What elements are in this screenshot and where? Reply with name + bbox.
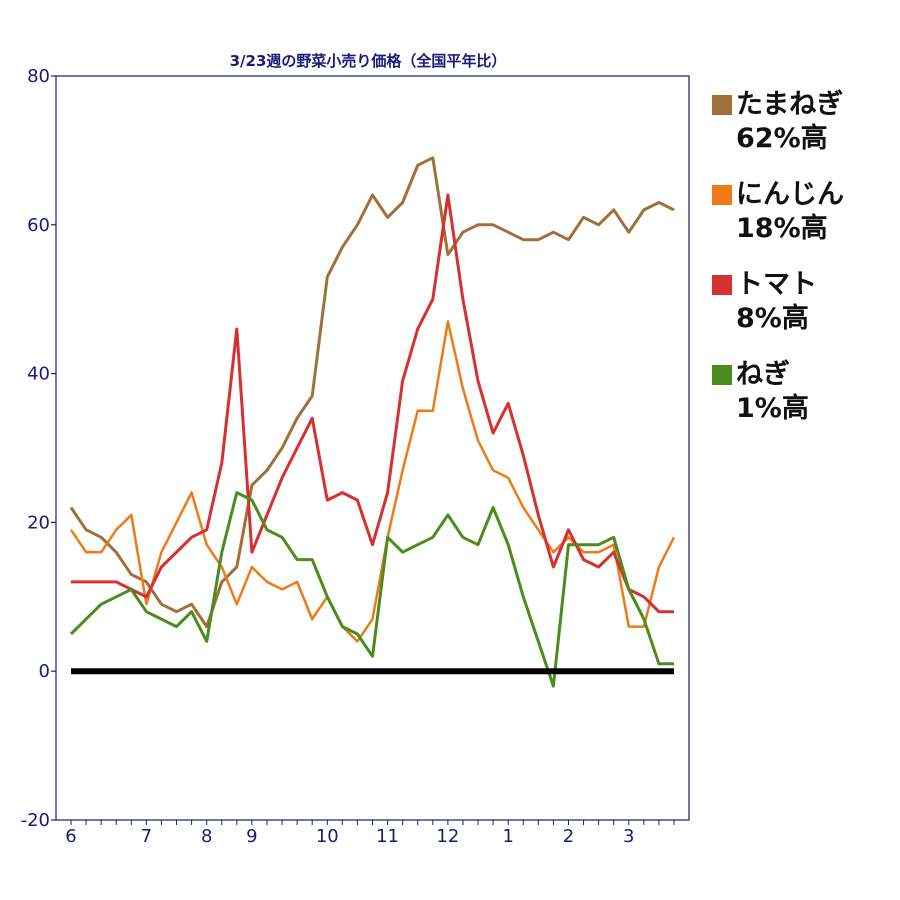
x-tick-label: 6 [65,826,76,847]
legend-note: 18%高 [736,213,828,244]
legend-swatch [712,275,732,295]
x-axis: 6 7 8 9 10 11 12 1 2 3 [65,820,675,847]
legend-swatch [712,95,732,115]
legend-label: トマト [736,269,817,300]
legend-label: たまねぎ [736,89,844,120]
y-tick-label: 40 [27,364,50,385]
legend-note: 62%高 [736,123,828,154]
y-tick-label: 60 [27,215,50,236]
x-tick-label: 2 [563,826,574,847]
y-tick-label: 20 [27,512,50,533]
legend-item-carrot: にんじん 18%高 [712,178,897,246]
legend: たまねぎ 62%高 にんじん 18%高 トマト 8%高 ねぎ 1%高 [712,88,897,448]
x-tick-label: 8 [201,826,212,847]
chart-title: 3/23週の野菜小売り価格（全国平年比） [230,52,507,70]
series-line-トマト [71,193,674,614]
legend-label: ねぎ [736,359,790,390]
y-tick-label: 80 [27,66,50,87]
series-line-にんじん [69,320,676,643]
legend-swatch [712,185,732,205]
legend-note: 1%高 [736,393,809,424]
legend-item-tomato: トマト 8%高 [712,268,897,336]
y-axis: -20 0 20 40 60 80 [21,66,56,831]
legend-note: 8%高 [736,303,809,334]
legend-swatch [712,365,732,385]
x-tick-label: 9 [246,826,257,847]
x-tick-label: 12 [436,826,459,847]
series-line-たまねぎ [69,156,675,629]
y-tick-label: 0 [39,661,50,682]
series-line-ねぎ [69,491,674,688]
x-tick-label: 7 [141,826,152,847]
legend-item-onion: たまねぎ 62%高 [712,88,897,156]
x-tick-label: 10 [316,826,339,847]
plot-frame [55,75,690,821]
x-tick-label: 11 [376,826,399,847]
series-lines [69,156,676,688]
legend-item-leek: ねぎ 1%高 [712,358,897,426]
y-tick-label: -20 [21,810,50,831]
legend-label: にんじん [736,179,844,210]
x-tick-label: 1 [502,826,513,847]
x-tick-label: 3 [623,826,634,847]
